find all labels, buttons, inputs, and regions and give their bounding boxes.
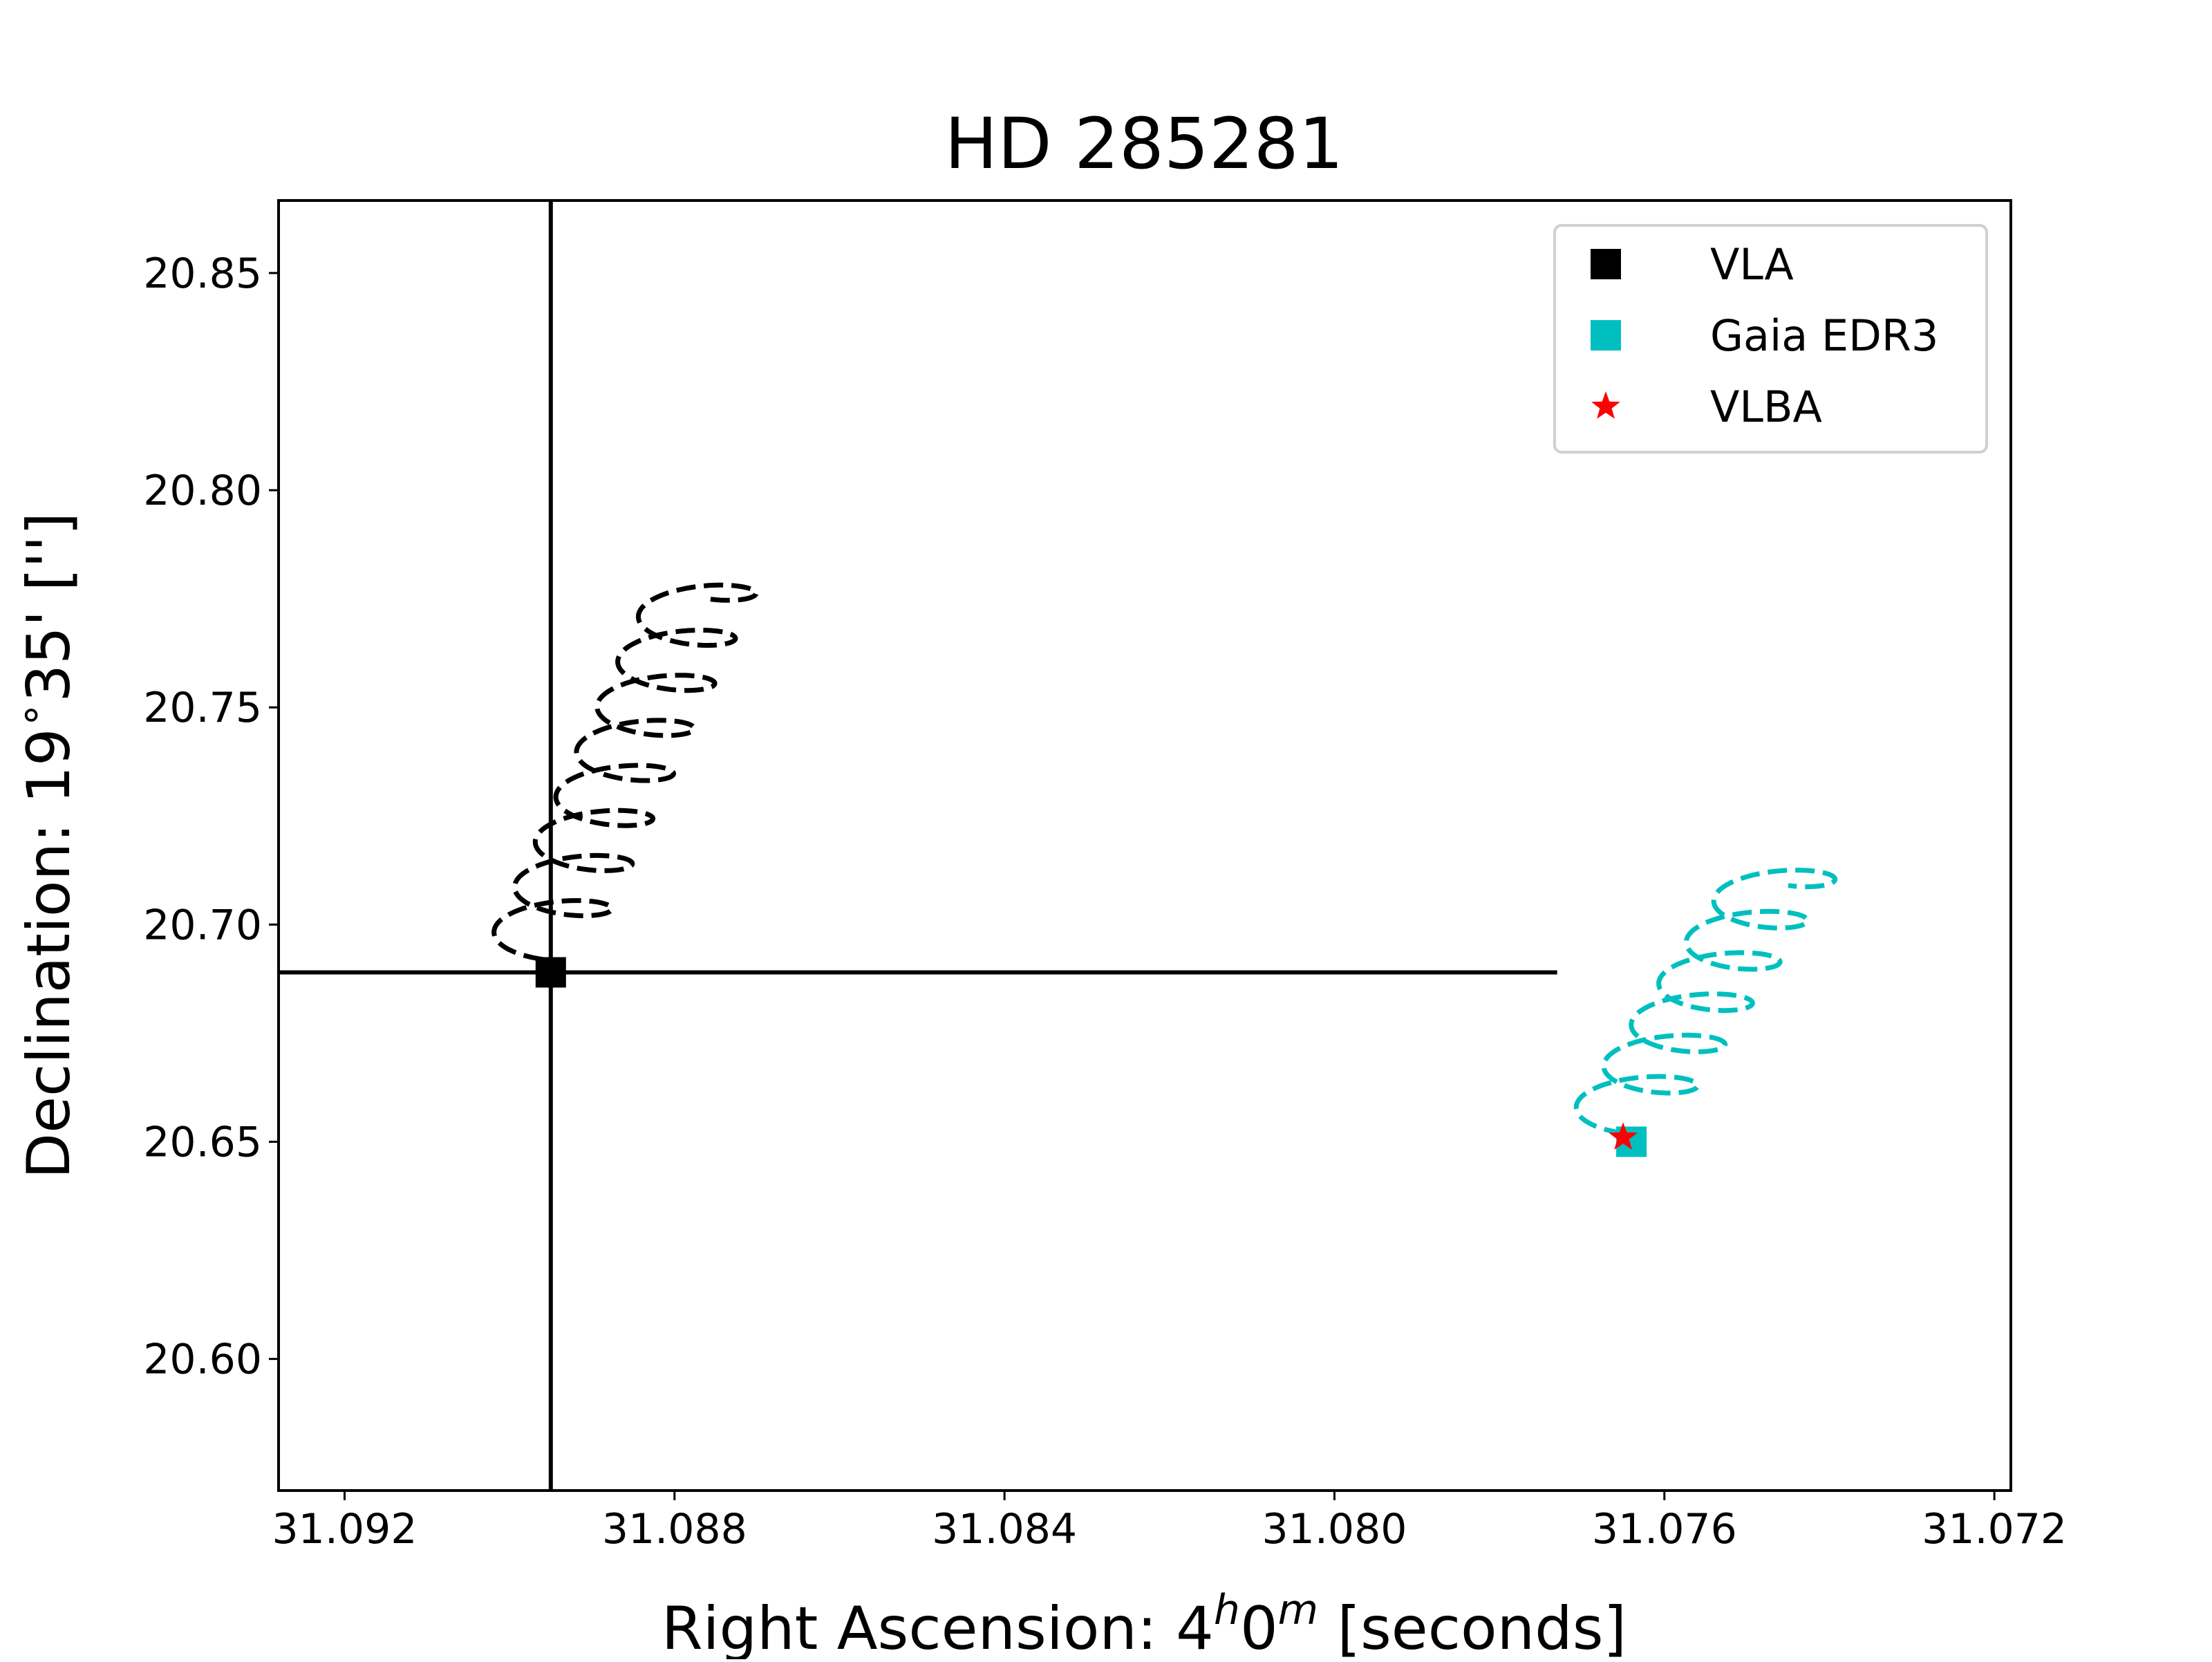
y-axis: 20.60 20.65 20.70 20.75 20.80 20.85 <box>143 250 279 1384</box>
plot-content <box>279 200 1838 1491</box>
legend-swatch-vlba <box>1591 391 1620 419</box>
x-axis-label-part: Right Ascension: 4 <box>662 1594 1214 1659</box>
x-axis-label-superscript: h <box>1214 1586 1240 1634</box>
y-axis-label-part: 35' [''] <box>15 512 84 702</box>
x-axis-label-superscript: m <box>1278 1586 1318 1634</box>
x-tick-label: 31.092 <box>272 1505 417 1553</box>
y-tick-label: 20.80 <box>143 467 262 515</box>
x-tick-label: 31.076 <box>1592 1505 1737 1553</box>
legend-box <box>1553 224 1988 454</box>
x-axis-label-part: [seconds] <box>1318 1594 1627 1659</box>
plot-frame <box>277 199 2012 1492</box>
plot-area <box>279 200 1838 1491</box>
y-tick-label: 20.70 <box>143 901 262 949</box>
x-tick-label: 31.080 <box>1262 1505 1407 1553</box>
trajectory-vla <box>491 582 759 962</box>
chart-title: HD 285281 <box>944 103 1343 185</box>
y-axis-label-part: Declination: 19 <box>15 728 84 1179</box>
y-tick-label: 20.65 <box>143 1118 262 1166</box>
x-tick-label: 31.084 <box>932 1505 1077 1553</box>
x-tick-label: 31.072 <box>1922 1505 2067 1553</box>
marker-vla <box>535 957 566 988</box>
y-tick-label: 20.75 <box>143 684 262 732</box>
legend-label-vlba: VLBA <box>1710 382 1822 432</box>
y-tick-label: 20.85 <box>143 250 262 298</box>
x-axis: 31.092 31.088 31.084 31.080 31.076 31.072 <box>272 1491 2067 1553</box>
legend-label-vla: VLA <box>1710 239 1794 290</box>
trajectory-gaia <box>1573 868 1838 1136</box>
legend-swatch-gaia-edr3 <box>1591 320 1621 351</box>
legend-label-gaia-edr3: Gaia EDR3 <box>1710 310 1938 361</box>
legend-swatch-vla <box>1591 249 1621 279</box>
marker-vlba <box>1609 1122 1638 1150</box>
x-axis-label-part: 0 <box>1240 1594 1278 1659</box>
y-axis-label-superscript: ∘ <box>6 702 55 729</box>
y-tick-label: 20.60 <box>143 1336 262 1384</box>
legend: VLA Gaia EDR3 VLBA <box>1553 224 1988 454</box>
x-tick-label: 31.088 <box>602 1505 747 1553</box>
y-axis-label: Declination: 19∘35' [''] <box>6 512 84 1179</box>
x-axis-label: Right Ascension: 4h0m [seconds] <box>662 1586 1627 1659</box>
